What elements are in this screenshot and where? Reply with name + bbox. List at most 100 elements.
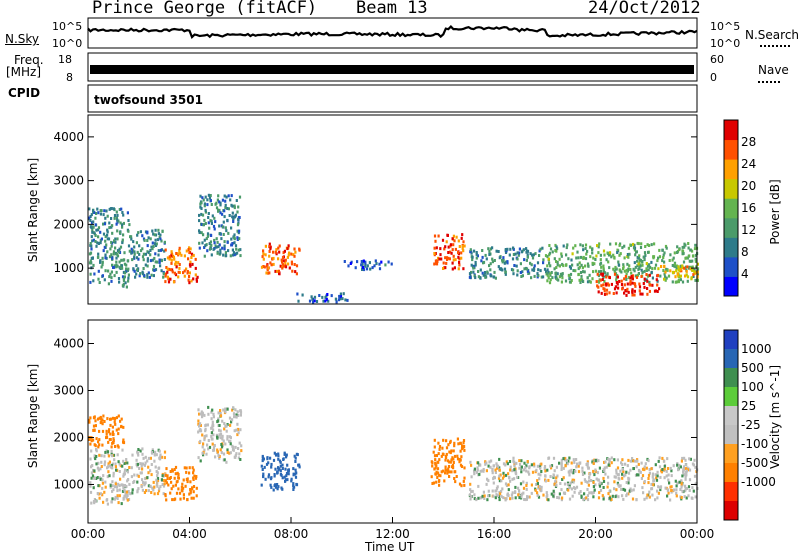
echo-cell (110, 253, 113, 257)
echo-cell (200, 410, 203, 414)
echo-cell (436, 260, 439, 263)
echo-cell (611, 494, 614, 498)
echo-cell (287, 253, 290, 257)
echo-cell (522, 468, 525, 472)
echo-cell (207, 447, 210, 451)
echo-cell (239, 413, 242, 417)
y-tick-label: 3000 (53, 383, 84, 397)
echo-cell (293, 263, 296, 266)
echo-cell (683, 245, 686, 249)
echo-cell (198, 213, 201, 217)
echo-cell (230, 226, 233, 230)
echo-cell (164, 248, 167, 252)
y-tick-label: 3000 (53, 174, 84, 188)
echo-cell (272, 262, 275, 266)
echo-cell (188, 251, 191, 254)
echo-cell (442, 261, 445, 265)
echo-cell (146, 239, 149, 242)
echo-cell (552, 474, 556, 478)
echo-cell (210, 437, 213, 441)
echo-cell (222, 452, 226, 456)
echo-cell (491, 489, 494, 493)
echo-cell (538, 249, 541, 253)
echo-cell (190, 256, 193, 259)
echo-cell (223, 458, 226, 462)
echo-cell (641, 271, 644, 274)
echo-cell (188, 271, 191, 275)
echo-cell (554, 249, 557, 252)
echo-cell (261, 255, 264, 259)
echo-cell (435, 464, 438, 468)
echo-cell (661, 456, 664, 460)
echo-cell (557, 278, 560, 282)
echo-cell (570, 279, 573, 282)
echo-cell (447, 251, 450, 254)
echo-cell (163, 258, 166, 261)
echo-cell (449, 460, 452, 464)
echo-cell (680, 482, 683, 486)
echo-cell (203, 436, 206, 440)
echo-cell (568, 280, 572, 284)
echo-cell (90, 226, 93, 230)
echo-cell (127, 490, 130, 494)
echo-cell (643, 480, 646, 483)
nsky-bottom-tick: 10^0 (52, 37, 83, 50)
echo-cell (131, 488, 134, 492)
echo-cell (628, 489, 632, 493)
echo-cell (639, 258, 643, 262)
echo-cell (667, 478, 670, 482)
echo-cell (593, 488, 596, 492)
echo-cell (462, 479, 465, 483)
echo-cell (167, 280, 171, 284)
echo-cell (361, 268, 364, 271)
echo-cell (137, 474, 140, 478)
echo-cell (531, 470, 535, 474)
echo-cell (458, 482, 462, 486)
echo-cell (116, 497, 119, 500)
echo-cell (578, 491, 581, 495)
echo-cell (473, 264, 476, 268)
echo-cell (625, 278, 628, 281)
echo-cell (101, 256, 104, 260)
echo-cell (162, 492, 165, 496)
echo-cell (538, 254, 541, 257)
echo-cell (568, 497, 572, 501)
echo-cell (669, 485, 672, 489)
echo-cell (474, 260, 477, 264)
echo-cell (482, 468, 485, 471)
echo-cell (682, 468, 685, 472)
echo-cell (613, 272, 617, 276)
echo-cell (218, 200, 221, 204)
echo-cell (546, 279, 549, 283)
echo-cell (552, 489, 555, 493)
echo-cell (90, 449, 93, 453)
echo-cell (236, 433, 239, 437)
echo-cell (103, 460, 107, 464)
echo-cell (182, 496, 185, 500)
echo-cell (223, 247, 226, 251)
echo-cell (514, 496, 517, 500)
echo-cell (522, 248, 525, 252)
echo-cell (560, 498, 563, 502)
echo-cell (691, 496, 694, 500)
colorbar-tick-label: 20 (741, 179, 756, 193)
echo-cell (177, 270, 180, 274)
echo-cell (643, 285, 646, 289)
echo-cell (663, 251, 666, 255)
echo-cell (436, 467, 440, 471)
echo-cell (498, 479, 501, 483)
echo-cell (161, 474, 164, 478)
echo-cell (142, 258, 145, 262)
echo-cell (628, 252, 631, 256)
echo-cell (266, 268, 269, 272)
echo-cell (202, 442, 205, 446)
echo-cell (280, 486, 283, 490)
echo-cell (116, 237, 119, 241)
nsearch-bottom-tick: 10^0 (710, 37, 741, 50)
echo-cell (202, 223, 205, 227)
echo-cell (688, 259, 691, 263)
echo-cell (604, 460, 607, 464)
echo-cell (156, 477, 160, 480)
echo-cell (114, 462, 117, 466)
